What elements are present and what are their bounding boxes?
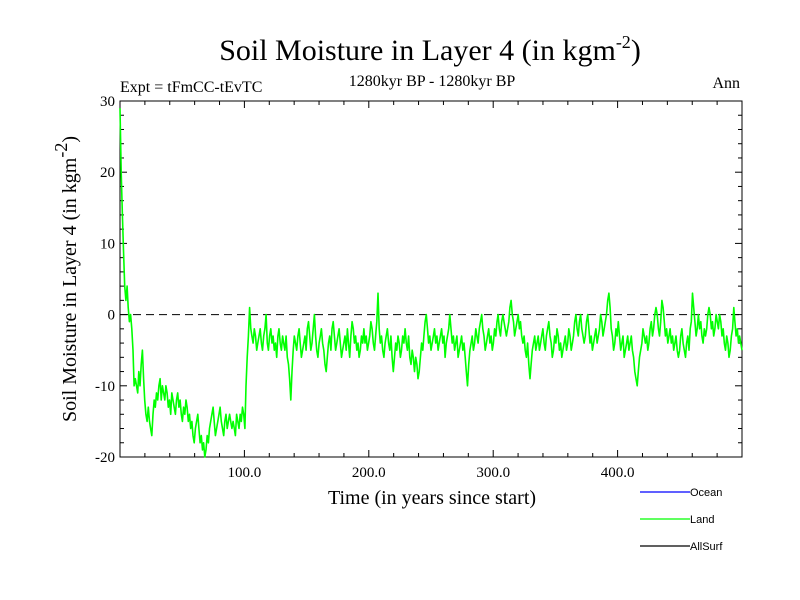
y-tick-label: -10	[95, 379, 115, 395]
legend: Ocean Land AllSurf	[640, 487, 723, 553]
y-tick-label: 0	[108, 308, 116, 324]
x-axis-label: Time (in years since start)	[328, 487, 536, 509]
y-tick-label: 20	[100, 165, 115, 181]
axis-ticks	[119, 100, 743, 458]
experiment-label: Expt = tFmCC-tEvTC	[120, 79, 262, 96]
x-tick-label: 200.0	[352, 465, 386, 481]
period-label: 1280kyr BP - 1280kyr BP	[349, 73, 516, 90]
y-tick-label: -20	[95, 450, 115, 466]
y-tick-label: 10	[100, 236, 115, 252]
x-tick-label: 100.0	[228, 465, 262, 481]
land-series-line	[119, 108, 743, 458]
legend-label-ocean: Ocean	[690, 487, 722, 499]
season-label: Ann	[712, 75, 740, 92]
x-tick-label: 400.0	[601, 465, 635, 481]
legend-label-land: Land	[690, 514, 714, 526]
plot-frame	[119, 100, 743, 458]
legend-label-allsurf: AllSurf	[690, 541, 723, 553]
x-tick-label: 300.0	[476, 465, 510, 481]
chart-title: Soil Moisture in Layer 4 (in kgm-2)	[219, 32, 641, 67]
y-tick-labels: -20 -10 0 10 20 30	[95, 94, 115, 466]
x-tick-labels: 100.0 200.0 300.0 400.0	[228, 465, 635, 481]
y-tick-label: 30	[100, 94, 115, 110]
y-axis-label: Soil Moisture in Layer 4 (in kgm-2)	[51, 136, 81, 422]
